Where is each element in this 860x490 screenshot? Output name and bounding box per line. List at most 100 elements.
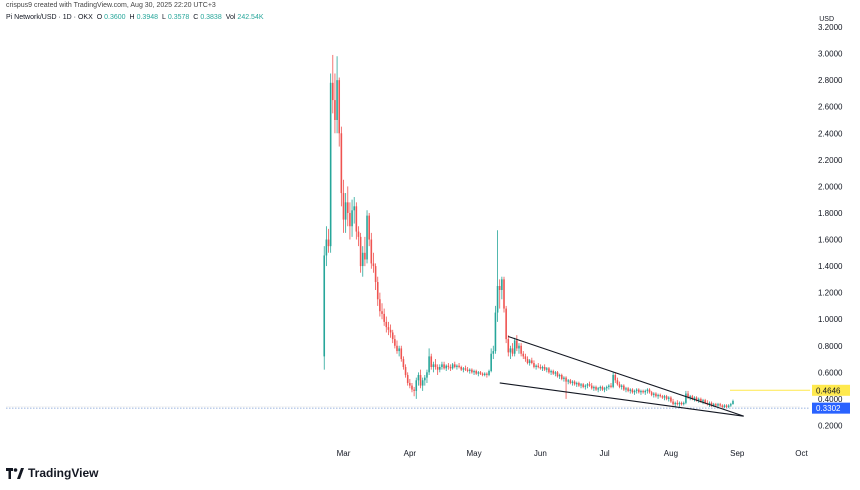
candle-body bbox=[608, 385, 610, 387]
y-tick-label: 2.2000 bbox=[818, 156, 843, 165]
candle-body bbox=[346, 202, 349, 213]
candle-body bbox=[379, 299, 381, 312]
candle-body bbox=[471, 369, 473, 373]
candle-body bbox=[531, 360, 533, 364]
candle-body bbox=[646, 389, 649, 391]
candle-body bbox=[680, 402, 683, 405]
candle-body bbox=[462, 368, 465, 370]
candle-body bbox=[627, 388, 629, 391]
candle-body bbox=[430, 356, 433, 368]
symbol-name[interactable]: Pi Network/USD · 1D · OKX bbox=[6, 14, 93, 21]
tradingview-logo[interactable]: TradingView bbox=[6, 466, 98, 480]
candle-body bbox=[552, 370, 555, 374]
candle-body bbox=[535, 365, 537, 368]
candle-body bbox=[702, 400, 704, 402]
low-value: 0.3578 bbox=[167, 14, 190, 21]
currency-label[interactable]: USD bbox=[819, 16, 834, 23]
candle-body bbox=[436, 367, 439, 370]
candle-body bbox=[593, 386, 595, 389]
candle-body bbox=[355, 206, 358, 232]
candle-body bbox=[327, 239, 330, 247]
candle-body bbox=[631, 389, 634, 393]
candle-body bbox=[409, 382, 411, 386]
candle-body bbox=[657, 394, 659, 397]
candle-body bbox=[543, 367, 546, 370]
candle-body bbox=[334, 100, 336, 120]
candle-body bbox=[548, 368, 550, 373]
candle-body bbox=[524, 356, 527, 360]
candle-body bbox=[505, 308, 507, 340]
candle-body bbox=[700, 398, 702, 402]
candle-body bbox=[697, 398, 700, 401]
candle-body bbox=[432, 364, 435, 368]
candle-body bbox=[672, 401, 674, 405]
candle-body bbox=[633, 390, 636, 393]
candle-body bbox=[533, 363, 535, 368]
candle-body bbox=[329, 82, 332, 247]
candle-body bbox=[582, 384, 584, 387]
candle-body bbox=[638, 389, 640, 393]
candle-body bbox=[449, 367, 452, 369]
candle-body bbox=[325, 239, 328, 256]
candle-body bbox=[349, 212, 351, 227]
candle-body bbox=[359, 236, 362, 267]
candle-body bbox=[411, 385, 413, 390]
price-badge-bg bbox=[812, 384, 850, 396]
candle-body bbox=[453, 364, 456, 368]
y-tick-label: 2.8000 bbox=[818, 76, 843, 85]
candle-body bbox=[481, 373, 484, 375]
wedge-trendline[interactable] bbox=[508, 335, 744, 417]
candle-body bbox=[650, 392, 653, 395]
candle-body bbox=[460, 367, 462, 370]
candle-body bbox=[381, 311, 383, 314]
close-value: 0.3838 bbox=[200, 14, 222, 21]
candle-body bbox=[674, 402, 676, 405]
candle-body bbox=[522, 353, 525, 357]
candle-body bbox=[661, 396, 664, 398]
candle-body bbox=[730, 404, 732, 406]
y-tick-label: 0.4000 bbox=[818, 395, 843, 404]
candle-body bbox=[550, 370, 552, 373]
candle-body bbox=[719, 404, 721, 406]
candle-body bbox=[704, 400, 706, 403]
candle-body bbox=[477, 372, 480, 374]
candle-body bbox=[571, 381, 574, 383]
candle-body bbox=[383, 313, 385, 322]
candle-body bbox=[558, 374, 561, 377]
candle-body bbox=[601, 386, 604, 390]
candle-body bbox=[575, 382, 578, 385]
candle-body bbox=[678, 402, 681, 405]
x-tick-label: May bbox=[466, 449, 481, 458]
candle-body bbox=[526, 359, 529, 364]
low-label: L bbox=[161, 14, 166, 21]
candle-body bbox=[441, 364, 443, 368]
candle-body bbox=[578, 382, 580, 386]
last-price-badge: 0.3302 bbox=[812, 402, 850, 414]
candle-body bbox=[498, 286, 501, 290]
price-badge-text: 0.4646 bbox=[816, 386, 841, 395]
candle-body bbox=[659, 394, 662, 397]
candle-body bbox=[642, 390, 644, 393]
candle-body bbox=[443, 364, 445, 369]
candle-body bbox=[584, 385, 587, 387]
candle-body bbox=[563, 377, 565, 379]
tradingview-logo-text: TradingView bbox=[28, 466, 99, 480]
candle-body bbox=[445, 365, 448, 369]
wedge-trendline[interactable] bbox=[499, 382, 744, 417]
candle-body bbox=[689, 396, 691, 398]
candle-body bbox=[340, 133, 343, 194]
price-badge-bg bbox=[812, 402, 850, 414]
candle-body bbox=[554, 372, 557, 374]
y-tick-label: 0.8000 bbox=[818, 342, 843, 351]
candle-body bbox=[653, 393, 655, 395]
candle-body bbox=[727, 405, 730, 407]
candle-body bbox=[528, 360, 531, 364]
open-label: O bbox=[96, 14, 103, 21]
tradingview-logo-icon bbox=[6, 467, 24, 479]
price-badge-text: 0.3302 bbox=[816, 404, 841, 413]
candle-body bbox=[670, 397, 672, 402]
y-tick-label: 3.2000 bbox=[818, 23, 843, 32]
candle-body bbox=[406, 374, 409, 383]
candle-body bbox=[518, 345, 520, 349]
